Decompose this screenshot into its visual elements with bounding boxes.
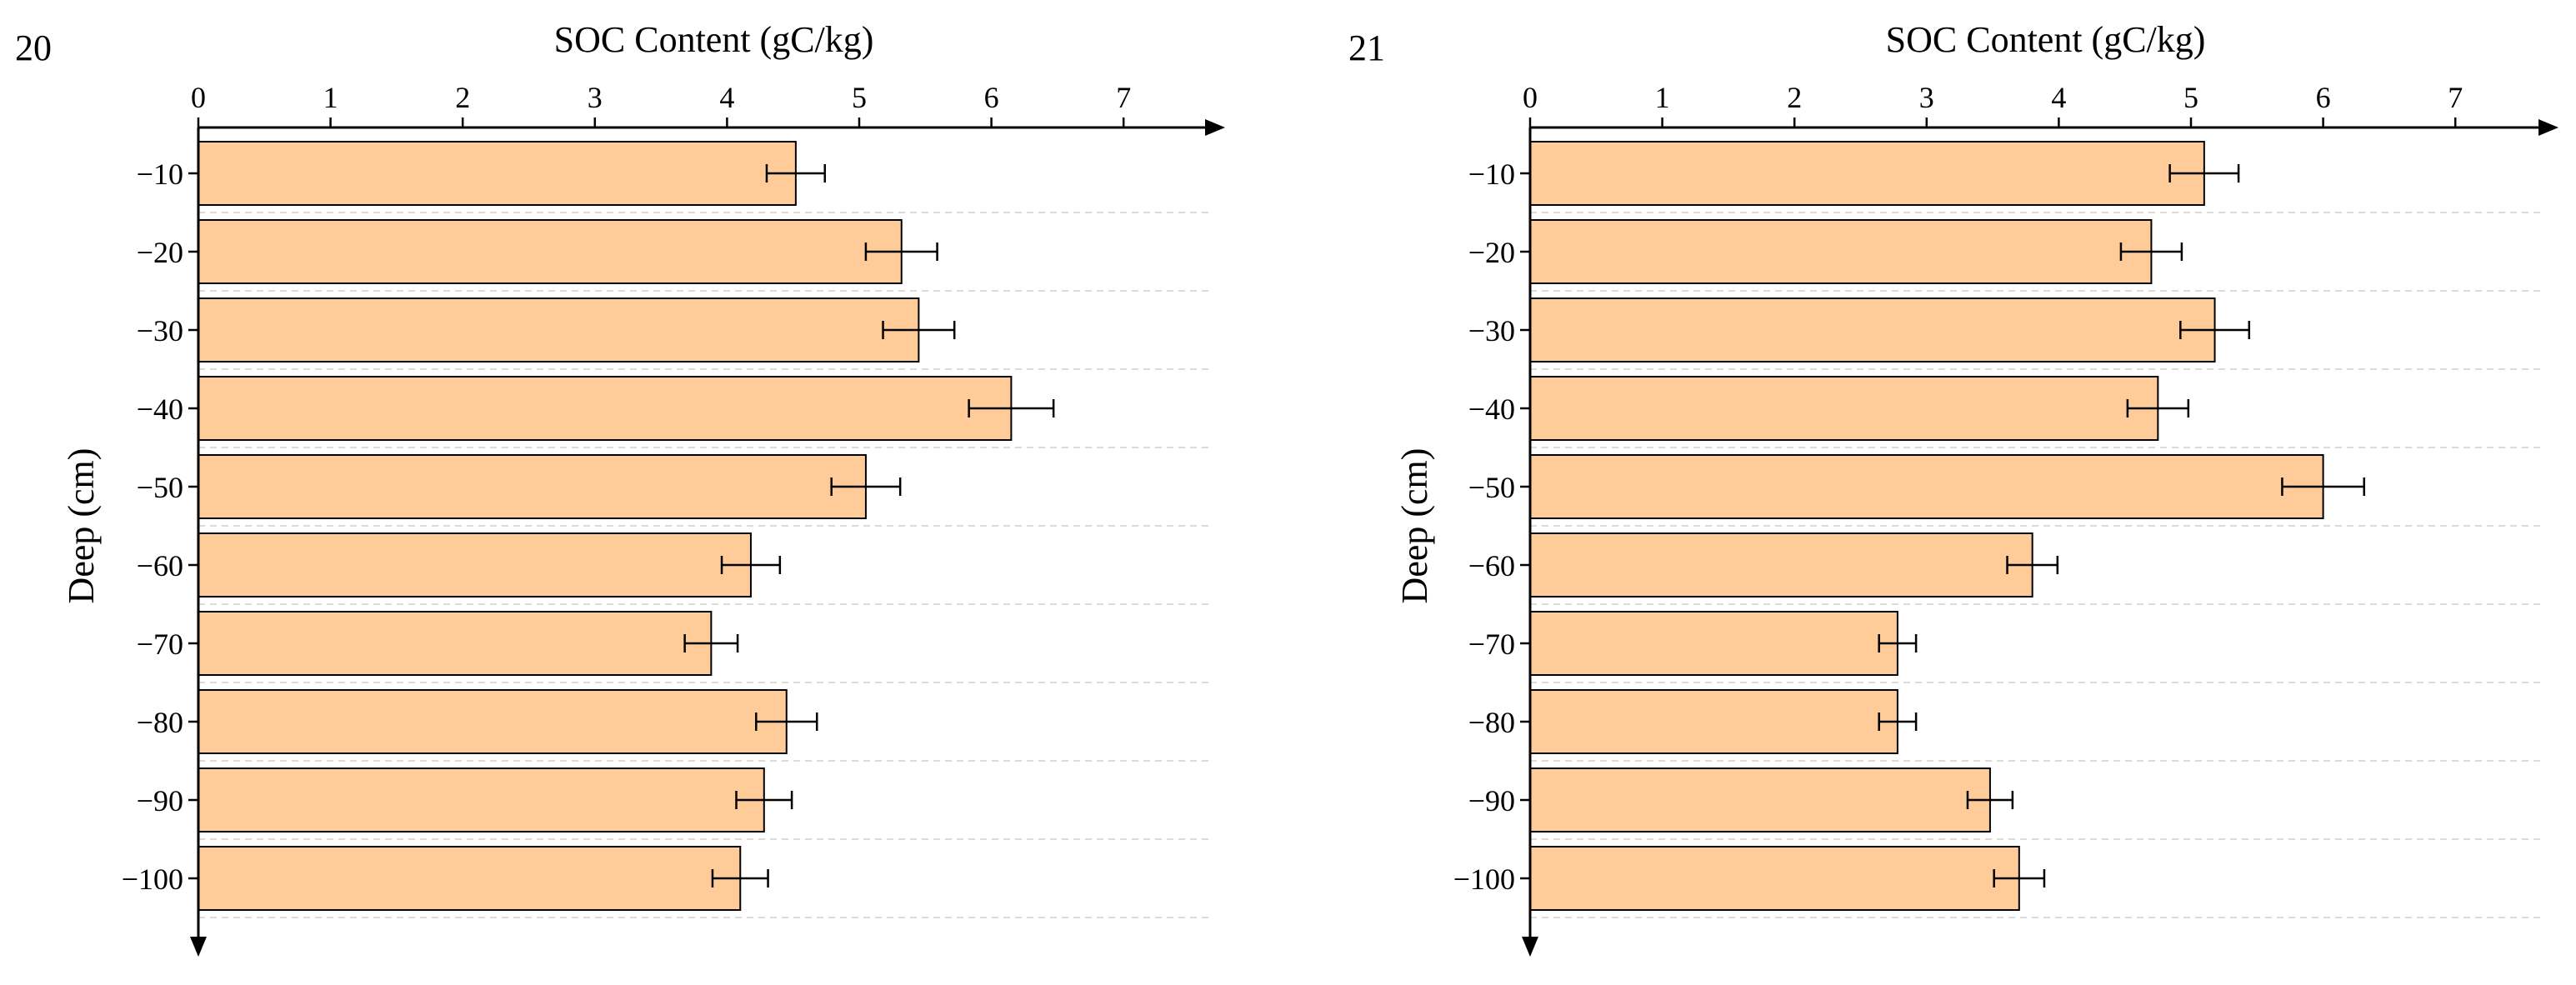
y-tick-label: −40 [137,392,183,426]
bar [198,376,1013,441]
bar [198,689,788,754]
error-bar [1878,712,1918,731]
bar [198,298,920,362]
chart-panel-21: 21 SOC Content (gC/kg)−10−20−30−40−50−60−… [1348,19,2558,957]
x-axis-title: SOC Content (gC/kg) [554,19,874,60]
y-tick-label: −70 [137,628,183,661]
bar [1529,298,2216,362]
chart-panel-20: 20 SOC Content (gC/kg)−10−20−30−40−50−60−… [15,19,1225,957]
bar [198,141,797,206]
y-tick-label: −40 [1468,392,1515,426]
x-tick-label: 2 [1787,81,1802,114]
error-bar [720,556,782,574]
y-tick-label: −90 [1468,784,1515,818]
y-tick-label: −50 [137,471,183,504]
x-tick-label: 6 [984,81,999,114]
x-tick-label: 1 [323,81,338,114]
x-tick-label: 5 [852,81,867,114]
error-bar [968,399,1055,418]
y-tick-label: −80 [137,706,183,739]
panel-label: 21 [1348,28,1385,68]
y-axis-arrow [1522,937,1538,957]
bar [1529,532,2033,598]
y-tick-label: −100 [1453,862,1515,896]
error-bar [864,242,938,261]
y-axis-title: Deep (cm) [1394,448,1435,604]
x-tick-label: 0 [191,81,206,114]
bar [1529,611,1898,676]
error-bar [683,634,739,652]
panel-label: 20 [15,28,52,68]
y-tick-label: −90 [137,784,183,818]
x-tick-label: 5 [2183,81,2198,114]
y-tick-label: −30 [1468,314,1515,348]
y-tick-label: −60 [137,549,183,582]
x-axis-title: SOC Content (gC/kg) [1886,19,2206,60]
x-tick-label: 7 [2448,81,2463,114]
y-tick-label: −20 [137,236,183,269]
error-bar [830,478,902,496]
x-tick-label: 3 [1919,81,1934,114]
bar [198,768,765,832]
y-tick-label: −60 [1468,549,1515,582]
error-bar [735,791,793,809]
bar [198,454,867,519]
error-bar [882,321,956,339]
x-axis-arrow [2538,119,2558,136]
bar [198,611,713,676]
x-tick-label: 2 [455,81,470,114]
bar [1529,219,2153,284]
x-tick-label: 1 [1655,81,1670,114]
x-tick-label: 4 [2051,81,2066,114]
x-tick-label: 3 [588,81,603,114]
y-tick-label: −10 [1468,158,1515,191]
x-tick-label: 0 [1523,81,1538,114]
error-bar [765,164,827,182]
y-tick-label: −100 [122,862,183,896]
bar [198,219,903,284]
error-bar [2006,556,2059,574]
bar [1529,689,1898,754]
x-tick-label: 6 [2316,81,2331,114]
error-bar [1993,869,2046,888]
bar [1529,376,2159,441]
error-bar [2126,399,2190,418]
y-tick-label: −70 [1468,628,1515,661]
error-bar [2119,242,2183,261]
y-tick-label: −10 [137,158,183,191]
bar [1529,141,2205,206]
error-bar [2168,164,2240,182]
error-bar [1878,634,1918,652]
error-bar [2179,321,2251,339]
error-bar [755,712,818,731]
y-axis-arrow [190,937,207,957]
error-bar [1966,791,2014,809]
y-tick-label: −20 [1468,236,1515,269]
y-tick-label: −30 [137,314,183,348]
bar [1529,454,2324,519]
error-bar [711,869,769,888]
x-tick-label: 7 [1116,81,1131,114]
y-axis-title: Deep (cm) [61,448,102,604]
x-axis-arrow [1205,119,1225,136]
bar [1529,846,2020,911]
y-tick-label: −80 [1468,706,1515,739]
y-tick-label: −50 [1468,471,1515,504]
x-tick-label: 4 [719,81,734,114]
error-bar [2281,478,2366,496]
bar [1529,768,1991,832]
bar [198,532,752,598]
bar [198,846,742,911]
